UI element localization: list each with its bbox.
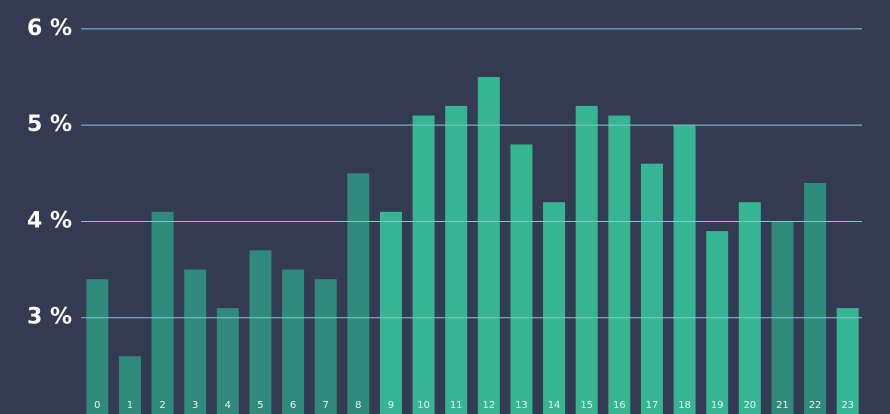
bar	[282, 269, 305, 414]
x-tick-label: 21	[776, 400, 789, 411]
bar	[216, 308, 239, 414]
x-tick-label: 2	[159, 400, 165, 411]
bar	[543, 202, 566, 414]
y-tick-label: 3 %	[27, 305, 72, 330]
x-tick-label: 22	[809, 400, 822, 411]
bar	[575, 105, 598, 414]
x-tick-label: 18	[678, 400, 691, 411]
x-tick-label: 15	[580, 400, 593, 411]
bar	[640, 163, 663, 414]
x-tick-label: 20	[743, 400, 756, 411]
bar	[608, 115, 631, 414]
x-tick-label: 8	[355, 400, 361, 411]
x-tick-label: 17	[646, 400, 659, 411]
bar	[347, 173, 370, 414]
x-tick-label: 6	[290, 400, 296, 411]
bar	[804, 182, 827, 414]
x-tick-label: 12	[482, 400, 495, 411]
bar	[836, 308, 859, 414]
bar	[706, 231, 729, 414]
bar	[118, 356, 141, 414]
x-tick-label: 3	[192, 400, 198, 411]
x-tick-label: 19	[711, 400, 724, 411]
bar	[412, 115, 435, 414]
x-tick-label: 0	[94, 400, 100, 411]
x-tick-label: 9	[388, 400, 394, 411]
x-tick-label: 14	[548, 400, 561, 411]
y-tick-label: 4 %	[27, 208, 72, 233]
bar	[184, 269, 207, 414]
x-tick-label: 16	[613, 400, 626, 411]
bar	[151, 211, 174, 414]
bar	[510, 144, 533, 414]
bar	[477, 77, 500, 414]
x-tick-label: 4	[225, 400, 231, 411]
bar	[738, 202, 761, 414]
x-tick-label: 5	[257, 400, 263, 411]
bar	[249, 250, 272, 414]
x-tick-label: 1	[127, 400, 133, 411]
bar	[673, 125, 696, 414]
bar	[314, 279, 337, 414]
x-tick-label: 10	[417, 400, 430, 411]
x-tick-label: 11	[450, 400, 463, 411]
bar	[445, 105, 468, 414]
x-tick-label: 7	[323, 400, 329, 411]
x-tick-label: 23	[841, 400, 854, 411]
y-tick-label: 5 %	[27, 112, 72, 137]
bar	[86, 279, 109, 414]
y-tick-label: 6 %	[27, 16, 72, 41]
bar	[379, 211, 402, 414]
x-tick-label: 13	[515, 400, 528, 411]
